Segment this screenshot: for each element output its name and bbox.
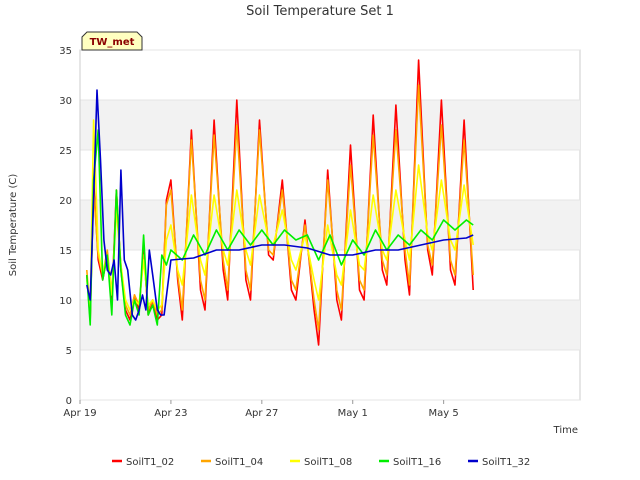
y-tick-label: 5 [66, 346, 72, 357]
legend-label: SoilT1_08 [304, 457, 352, 468]
y-tick-label: 25 [59, 146, 72, 157]
series-line-soilt1-02 [86, 59, 474, 346]
legend-label: SoilT1_32 [482, 457, 530, 468]
y-tick-label: 30 [59, 96, 72, 107]
series-line-soilt1-32 [86, 89, 474, 321]
badge-box [81, 31, 143, 51]
x-tick-label: May 5 [429, 408, 459, 419]
chart-title: Soil Temperature Set 1 [246, 4, 394, 19]
y-axis-label: Soil Temperature (C) [8, 174, 19, 277]
y-tick-label: 0 [66, 396, 72, 407]
plot-area [79, 49, 581, 401]
y-tick-label: 35 [59, 46, 72, 57]
series-line-soilt1-08 [86, 119, 474, 311]
x-axis-label: Time [553, 425, 578, 436]
y-tick-label: 15 [59, 246, 72, 257]
x-tick-label: May 1 [338, 408, 368, 419]
legend-label: SoilT1_16 [393, 457, 441, 468]
y-tick-label: 20 [59, 196, 72, 207]
x-tick-label: Apr 23 [154, 408, 187, 419]
series-lines [86, 59, 474, 346]
grid-band [80, 300, 580, 350]
y-tick-label: 10 [59, 296, 72, 307]
x-tick-label: Apr 27 [245, 408, 278, 419]
legend: SoilT1_02 SoilT1_04 SoilT1_08 SoilT1_16 Soil… [112, 457, 530, 468]
x-axis: Apr 19 Apr 23 Apr 27 May 1 May 5 [63, 400, 459, 419]
legend-label: SoilT1_02 [126, 457, 174, 468]
tw-met-badge: TW_met [81, 31, 143, 51]
y-axis: 0 5 10 15 20 25 30 35 [59, 46, 72, 407]
x-tick-label: Apr 19 [63, 408, 96, 419]
badge-label: TW_met [90, 37, 135, 48]
series-line-soilt1-04 [86, 84, 474, 331]
legend-label: SoilT1_04 [215, 457, 263, 468]
grid-band [80, 100, 580, 150]
